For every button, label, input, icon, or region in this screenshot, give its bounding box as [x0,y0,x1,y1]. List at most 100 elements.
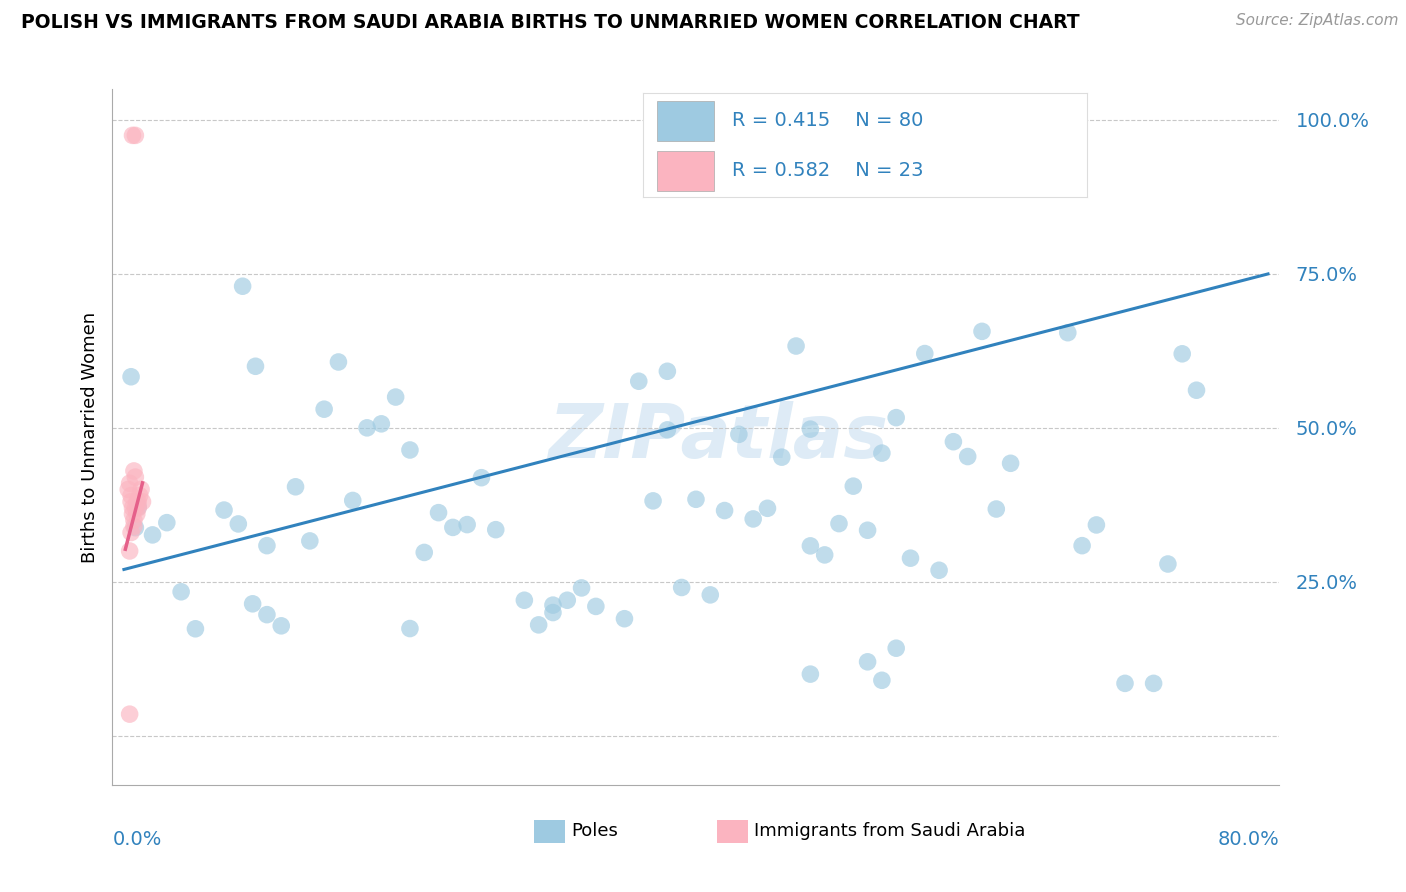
Point [914,346,936,360]
Point [1085,518,1108,533]
Point [1185,383,1208,397]
Point [799,667,821,681]
Point [699,588,721,602]
Point [571,581,593,595]
Point [141,528,163,542]
Point [121,507,143,521]
Point [1071,539,1094,553]
Point [585,599,607,614]
Point [117,483,139,497]
Point [212,503,235,517]
Point [399,622,422,636]
Point [342,493,364,508]
Point [127,500,149,514]
Point [118,707,141,722]
Point [856,523,879,537]
Y-axis label: Births to Unmarried Women: Births to Unmarried Women [80,311,98,563]
Point [413,545,436,559]
Point [232,279,254,293]
Point [427,506,450,520]
Point [298,533,321,548]
Point [884,641,907,656]
Text: Poles: Poles [571,822,617,840]
Point [328,355,350,369]
Point [770,450,793,465]
Point [900,551,922,566]
Point [928,563,950,577]
Point [785,339,807,353]
Point [671,581,693,595]
Point [942,434,965,449]
Point [856,655,879,669]
Point [527,618,550,632]
Point [270,619,292,633]
Point [356,421,378,435]
Point [470,471,492,485]
Point [156,516,179,530]
Point [685,492,707,507]
Point [485,523,508,537]
Point [384,390,406,404]
Point [228,516,250,531]
Point [828,516,851,531]
Point [1142,676,1164,690]
Point [122,513,145,527]
Point [120,369,142,384]
Point [118,476,141,491]
Text: 80.0%: 80.0% [1218,830,1279,848]
Point [314,402,336,417]
Point [842,479,865,493]
Point [756,501,779,516]
Point [284,480,307,494]
Point [125,494,148,508]
Point [124,521,146,535]
Point [713,503,735,517]
Point [956,450,979,464]
Point [513,593,536,607]
Point [170,584,193,599]
Point [657,423,679,437]
Point [728,427,751,442]
Point [627,374,650,388]
Point [125,507,148,521]
Text: ZIPatlas: ZIPatlas [550,401,890,474]
Point [124,500,146,515]
Point [184,622,207,636]
Point [870,673,893,688]
Point [1114,676,1136,690]
Point [970,324,993,338]
Point [799,422,821,436]
Point [657,364,679,378]
Point [399,442,422,457]
Point [128,489,150,503]
Point [120,494,142,508]
Point [131,494,153,508]
Point [122,519,145,533]
Point [541,606,564,620]
Point [870,446,893,460]
Point [613,612,636,626]
Point [127,494,149,508]
Point [814,548,837,562]
Point [122,464,145,478]
Point [120,489,142,503]
Point [242,597,264,611]
Text: Immigrants from Saudi Arabia: Immigrants from Saudi Arabia [754,822,1025,840]
Point [118,544,141,558]
Point [124,470,146,484]
Point [799,539,821,553]
Point [256,607,278,622]
Point [124,128,146,143]
Point [256,539,278,553]
Point [245,359,267,374]
Point [884,410,907,425]
Point [120,525,142,540]
Point [1157,557,1180,571]
Point [441,520,464,534]
Point [370,417,392,431]
Point [742,512,765,526]
Text: POLISH VS IMMIGRANTS FROM SAUDI ARABIA BIRTHS TO UNMARRIED WOMEN CORRELATION CHA: POLISH VS IMMIGRANTS FROM SAUDI ARABIA B… [21,13,1080,32]
Point [127,500,149,515]
Point [541,598,564,612]
Point [1000,456,1022,470]
